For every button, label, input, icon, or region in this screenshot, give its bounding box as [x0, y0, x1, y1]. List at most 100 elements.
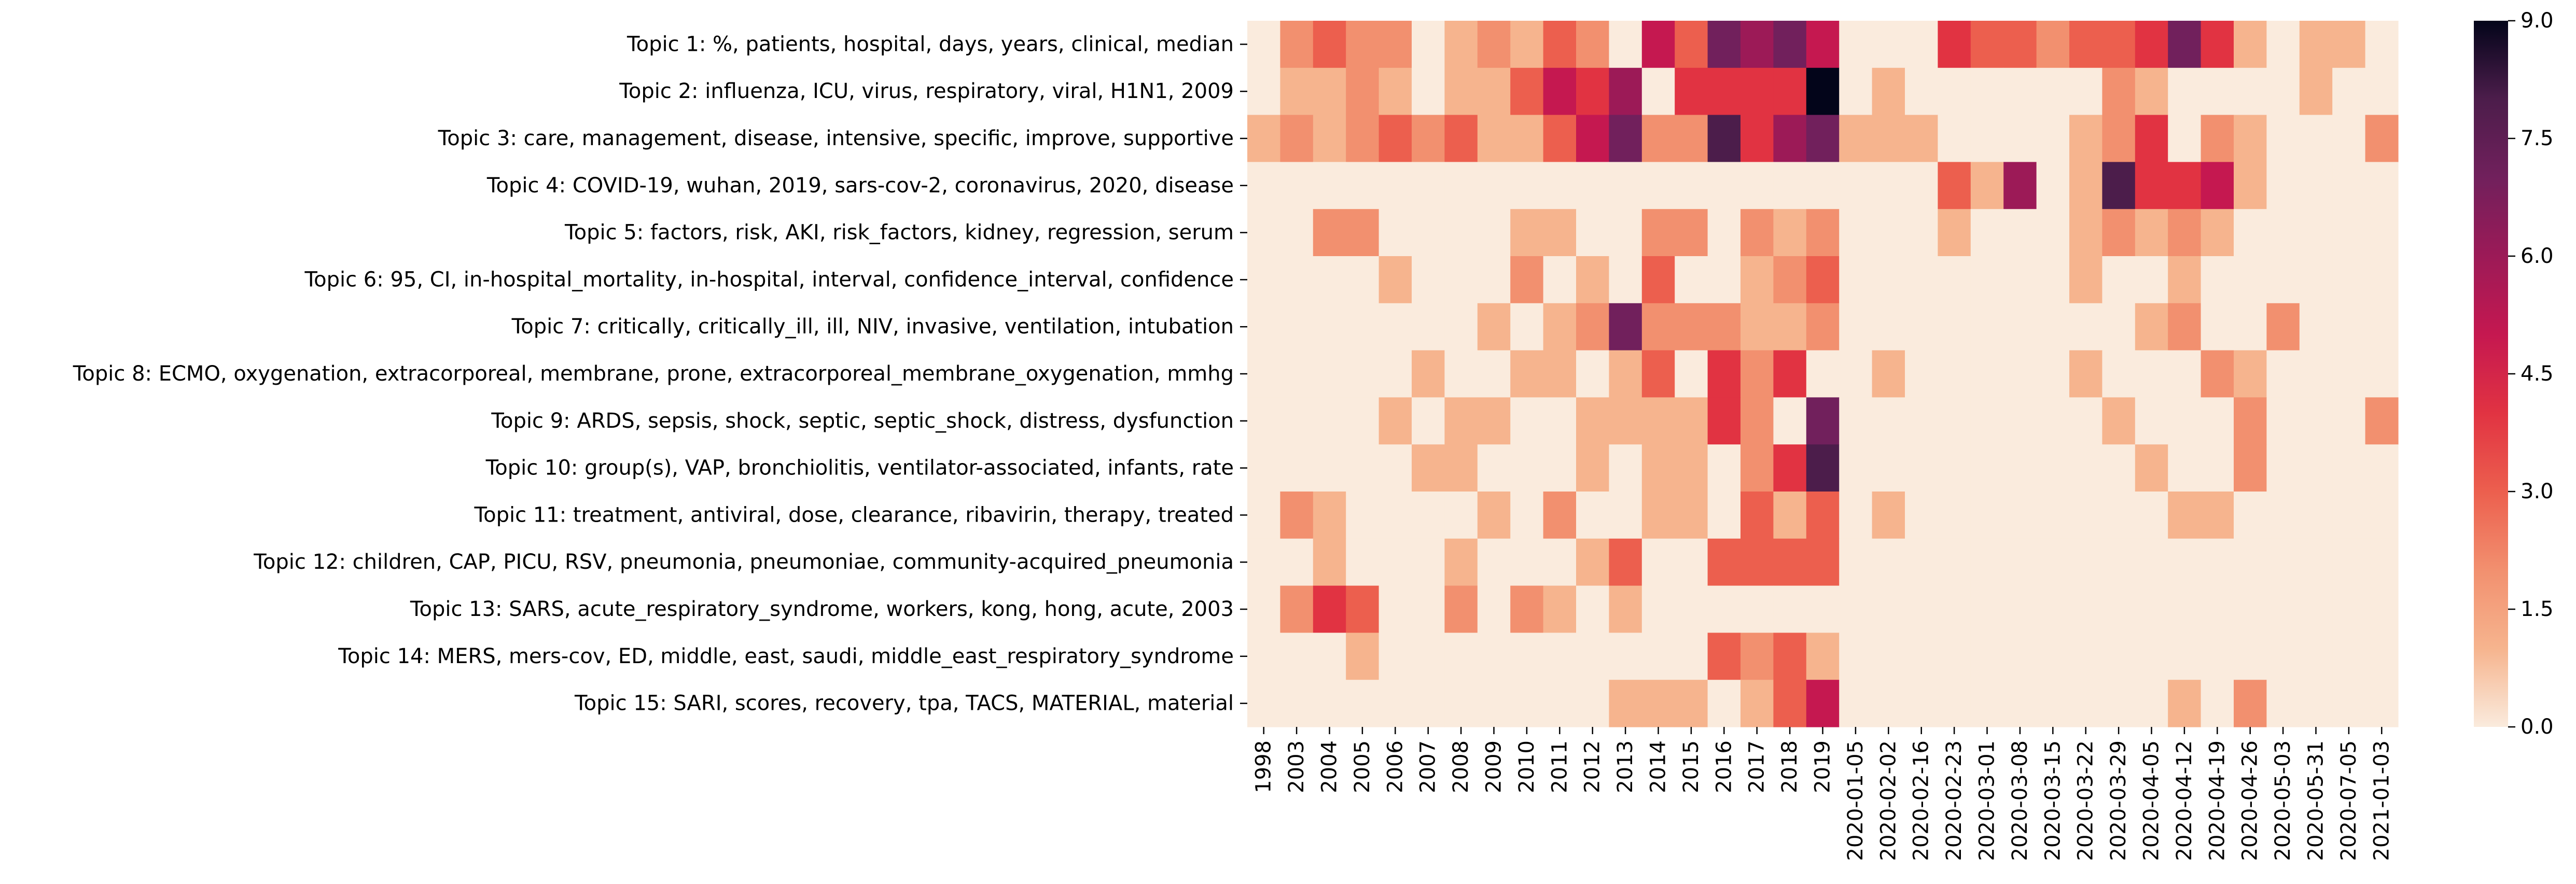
heatmap-cell	[1346, 303, 1379, 350]
heatmap-cell	[1773, 539, 1806, 586]
heatmap-cell	[2201, 162, 2234, 209]
heatmap-cell	[2201, 633, 2234, 680]
x-tick-label: 2006	[1383, 740, 1407, 793]
heatmap-cell	[1971, 115, 2004, 162]
heatmap-cell	[1675, 444, 1708, 492]
heatmap-cell	[1708, 539, 1741, 586]
heatmap-cell	[2266, 633, 2300, 680]
heatmap-cell	[1872, 397, 1905, 444]
heatmap-cell	[1938, 68, 1971, 115]
heatmap-cell	[2332, 115, 2365, 162]
heatmap-cell	[1510, 492, 1543, 539]
heatmap-cell	[1444, 586, 1478, 633]
heatmap-cell	[1872, 162, 1905, 209]
colorbar-tick-label: 7.5	[2521, 127, 2554, 150]
heatmap-cell	[1740, 397, 1774, 444]
heatmap-cell	[1806, 539, 1840, 586]
x-tick-label: 2020-04-19	[2205, 740, 2229, 861]
heatmap-cell	[1806, 492, 1840, 539]
y-tick-label: Topic 1: %, patients, hospital, days, ye…	[626, 32, 1234, 56]
heatmap-cell	[1773, 256, 1806, 303]
heatmap-cell	[2102, 492, 2135, 539]
x-tick-label: 2004	[1318, 740, 1342, 793]
heatmap-cell	[1478, 680, 1511, 727]
heatmap-cell	[1379, 586, 1412, 633]
heatmap-cell	[2300, 21, 2333, 68]
heatmap-cell	[1280, 115, 1313, 162]
heatmap-cell	[1346, 115, 1379, 162]
x-tick-label: 2020-03-15	[2041, 740, 2065, 861]
heatmap-cell	[1478, 633, 1511, 680]
heatmap-cell	[2332, 209, 2365, 256]
heatmap-cell	[2365, 21, 2399, 68]
heatmap-cell	[1905, 397, 1938, 444]
heatmap-cell	[2102, 680, 2135, 727]
heatmap-cell	[2102, 162, 2135, 209]
heatmap-cell	[2102, 256, 2135, 303]
heatmap-cell	[2234, 256, 2267, 303]
heatmap-cell	[2102, 68, 2135, 115]
heatmap-cell	[1280, 350, 1313, 398]
heatmap-cell	[1412, 539, 1445, 586]
heatmap-cell	[2102, 586, 2135, 633]
colorbar-tick-label: 4.5	[2521, 362, 2554, 386]
heatmap-cell	[1510, 21, 1543, 68]
x-tick-label: 2020-05-03	[2271, 740, 2295, 861]
heatmap-cell	[2069, 633, 2102, 680]
heatmap-cell	[1379, 256, 1412, 303]
heatmap-cell	[1313, 539, 1346, 586]
colorbar-tick-label: 0.0	[2521, 715, 2554, 739]
heatmap-cell	[1412, 444, 1445, 492]
x-tick-label: 2018	[1778, 740, 1802, 793]
heatmap-cell	[1247, 633, 1280, 680]
heatmap-cell	[2332, 680, 2365, 727]
heatmap-cell	[1346, 492, 1379, 539]
heatmap-cell	[2003, 115, 2037, 162]
heatmap-cell	[1543, 680, 1577, 727]
x-tick-label: 2020-03-01	[1975, 740, 1999, 861]
heatmap-cell	[2300, 350, 2333, 398]
heatmap-cell	[2266, 444, 2300, 492]
heatmap-cell	[1708, 209, 1741, 256]
heatmap-cell	[2201, 209, 2234, 256]
heatmap-cell	[1576, 633, 1609, 680]
heatmap-cell	[1872, 539, 1905, 586]
heatmap-cell	[2332, 303, 2365, 350]
heatmap-cell	[1510, 68, 1543, 115]
heatmap-cell	[2102, 209, 2135, 256]
heatmap-cell	[1313, 256, 1346, 303]
heatmap-cell	[2332, 633, 2365, 680]
heatmap-cell	[1839, 350, 1872, 398]
heatmap-cell	[1675, 633, 1708, 680]
heatmap-cell	[1839, 397, 1872, 444]
heatmap-cell	[1379, 350, 1412, 398]
heatmap-cell	[1247, 209, 1280, 256]
heatmap-cell	[1543, 256, 1577, 303]
heatmap-cell	[1609, 492, 1642, 539]
heatmap-cell	[1905, 256, 1938, 303]
heatmap-cell	[2300, 303, 2333, 350]
heatmap-cell	[1806, 21, 1840, 68]
heatmap-cell	[2037, 350, 2070, 398]
heatmap-cell	[2332, 68, 2365, 115]
colorbar-tick-label: 9.0	[2521, 9, 2554, 33]
heatmap-cell	[1609, 444, 1642, 492]
x-tick-label: 2008	[1449, 740, 1473, 793]
x-tick-label: 2014	[1647, 740, 1670, 793]
heatmap-cell	[2234, 586, 2267, 633]
colorbar-tick-label: 3.0	[2521, 480, 2554, 503]
heatmap-cell	[2102, 21, 2135, 68]
heatmap-cell	[1839, 680, 1872, 727]
heatmap-cell	[2365, 303, 2399, 350]
heatmap-cell	[1872, 444, 1905, 492]
heatmap-cell	[2069, 397, 2102, 444]
y-tick-label: Topic 9: ARDS, sepsis, shock, septic, se…	[491, 409, 1234, 433]
heatmap-cell	[1543, 21, 1577, 68]
heatmap-cell	[1938, 162, 1971, 209]
heatmap-cell	[1971, 68, 2004, 115]
heatmap-cell	[1740, 539, 1774, 586]
heatmap-cell	[1938, 680, 1971, 727]
heatmap-cell	[2266, 68, 2300, 115]
heatmap-cell	[2234, 115, 2267, 162]
heatmap-cell	[1247, 539, 1280, 586]
